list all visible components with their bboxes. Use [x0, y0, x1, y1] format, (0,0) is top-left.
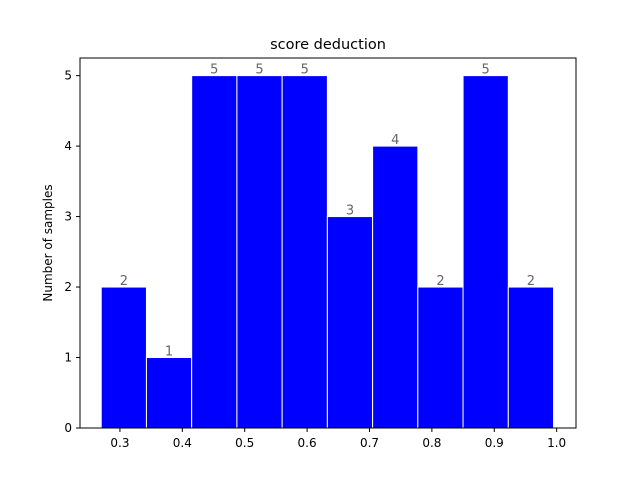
x-axis-ticks: 0.3 0.4 0.5 0.6 0.7 0.8 0.9 1.0: [110, 428, 566, 450]
y-tick-label: 3: [64, 210, 72, 224]
bar-value-label-6: 3: [346, 204, 354, 219]
bar-3: [191, 75, 238, 429]
bar-value-label-9: 5: [482, 63, 490, 78]
y-tick-label: 2: [64, 280, 72, 294]
bar-value-label-1: 2: [120, 274, 128, 289]
bar-10: [507, 286, 555, 429]
x-tick-label: 0.3: [110, 436, 129, 450]
bar-value-label-3: 5: [210, 63, 218, 78]
x-tick-label: 1.0: [547, 436, 566, 450]
y-axis-label: Number of samples: [41, 184, 55, 301]
bar-value-label-10: 2: [527, 274, 535, 289]
y-axis-ticks: 0 1 2 3 4 5: [64, 69, 80, 435]
bar-6: [326, 216, 374, 429]
bar-value-label-5: 5: [301, 63, 309, 78]
data-labels-group: 2 1 5 5 5 3 4 2 5 2: [120, 63, 535, 360]
bar-5: [281, 75, 328, 429]
bar-7: [372, 145, 419, 429]
x-tick-label: 0.4: [173, 436, 192, 450]
x-tick-label: 0.9: [485, 436, 504, 450]
bar-8: [417, 286, 464, 429]
y-tick-label: 1: [64, 351, 72, 365]
x-tick-label: 0.7: [360, 436, 379, 450]
bar-4: [236, 75, 283, 429]
bar-1: [100, 286, 147, 429]
bar-9: [462, 75, 509, 429]
y-tick-label: 0: [64, 421, 72, 435]
bar-value-label-2: 1: [165, 345, 173, 360]
bars-group: [100, 75, 555, 429]
chart-title: score deduction: [270, 37, 386, 53]
x-tick-label: 0.8: [422, 436, 441, 450]
x-tick-label: 0.6: [298, 436, 317, 450]
y-tick-label: 4: [64, 139, 72, 153]
y-tick-label: 5: [64, 69, 72, 83]
bar-value-label-7: 4: [391, 133, 399, 148]
bar-2: [145, 357, 193, 429]
plot-frame: [79, 57, 577, 429]
bar-value-label-4: 5: [255, 63, 263, 78]
x-tick-label: 0.5: [235, 436, 254, 450]
bar-value-label-8: 2: [436, 274, 444, 289]
